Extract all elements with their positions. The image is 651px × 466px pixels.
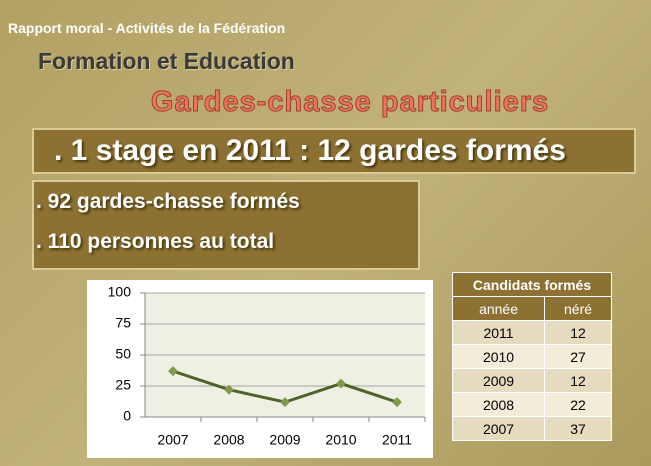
breadcrumb: Rapport moral - Activités de la Fédérati… [8, 20, 286, 36]
y-tick-label: 50 [115, 346, 131, 362]
table-title: Candidats formés [452, 272, 612, 297]
table-cell: 2007 [451, 416, 546, 441]
table-row: 2011 12 [451, 320, 612, 345]
table-row: 2007 37 [451, 416, 612, 441]
x-tick-label: 2008 [213, 432, 244, 448]
x-tick-label: 2011 [382, 432, 412, 448]
table-cell: 2009 [451, 368, 546, 393]
y-tick-label: 0 [123, 408, 131, 424]
y-tick-label: 75 [115, 315, 131, 331]
table-cell: 12 [544, 368, 612, 393]
table-row: 2010 27 [451, 344, 612, 369]
y-tick-label: 100 [108, 284, 132, 300]
slide-title: Gardes-chasse particuliers [150, 86, 550, 119]
x-tick-label: 2007 [157, 432, 188, 448]
marker [168, 366, 178, 377]
fact: . 110 personnes au total [36, 230, 275, 253]
table-row: 2009 12 [451, 368, 612, 393]
table-cell: 2010 [451, 344, 546, 369]
column-header: néré [544, 296, 612, 321]
section-title: Formation et Education [38, 48, 295, 74]
marker [224, 384, 234, 395]
table-cell: 27 [544, 344, 612, 369]
column-header: année [451, 296, 546, 321]
table-cell: 22 [544, 392, 612, 417]
x-tick-label: 2010 [325, 432, 356, 448]
table-cell: 37 [544, 416, 612, 441]
facts-box: . 92 gardes-chasse formés . 110 personne… [32, 180, 420, 270]
y-tick-label: 25 [115, 377, 131, 393]
table: Candidats formés année néré 2011 12 2010 27 2… [451, 272, 612, 441]
chart: 0 25 50 75 100 2007 2008 2009 2010 2011 [87, 280, 433, 458]
table-row: 2008 22 [451, 392, 612, 417]
fact: . 92 gardes-chasse formés [36, 190, 300, 213]
table-cell: 2008 [451, 392, 546, 417]
x-tick-label: 2009 [269, 432, 300, 448]
banner: . 1 stage en 2011 : 12 gardes formés [32, 128, 636, 174]
table-cell: 2011 [451, 320, 546, 345]
table-cell: 12 [544, 320, 612, 345]
